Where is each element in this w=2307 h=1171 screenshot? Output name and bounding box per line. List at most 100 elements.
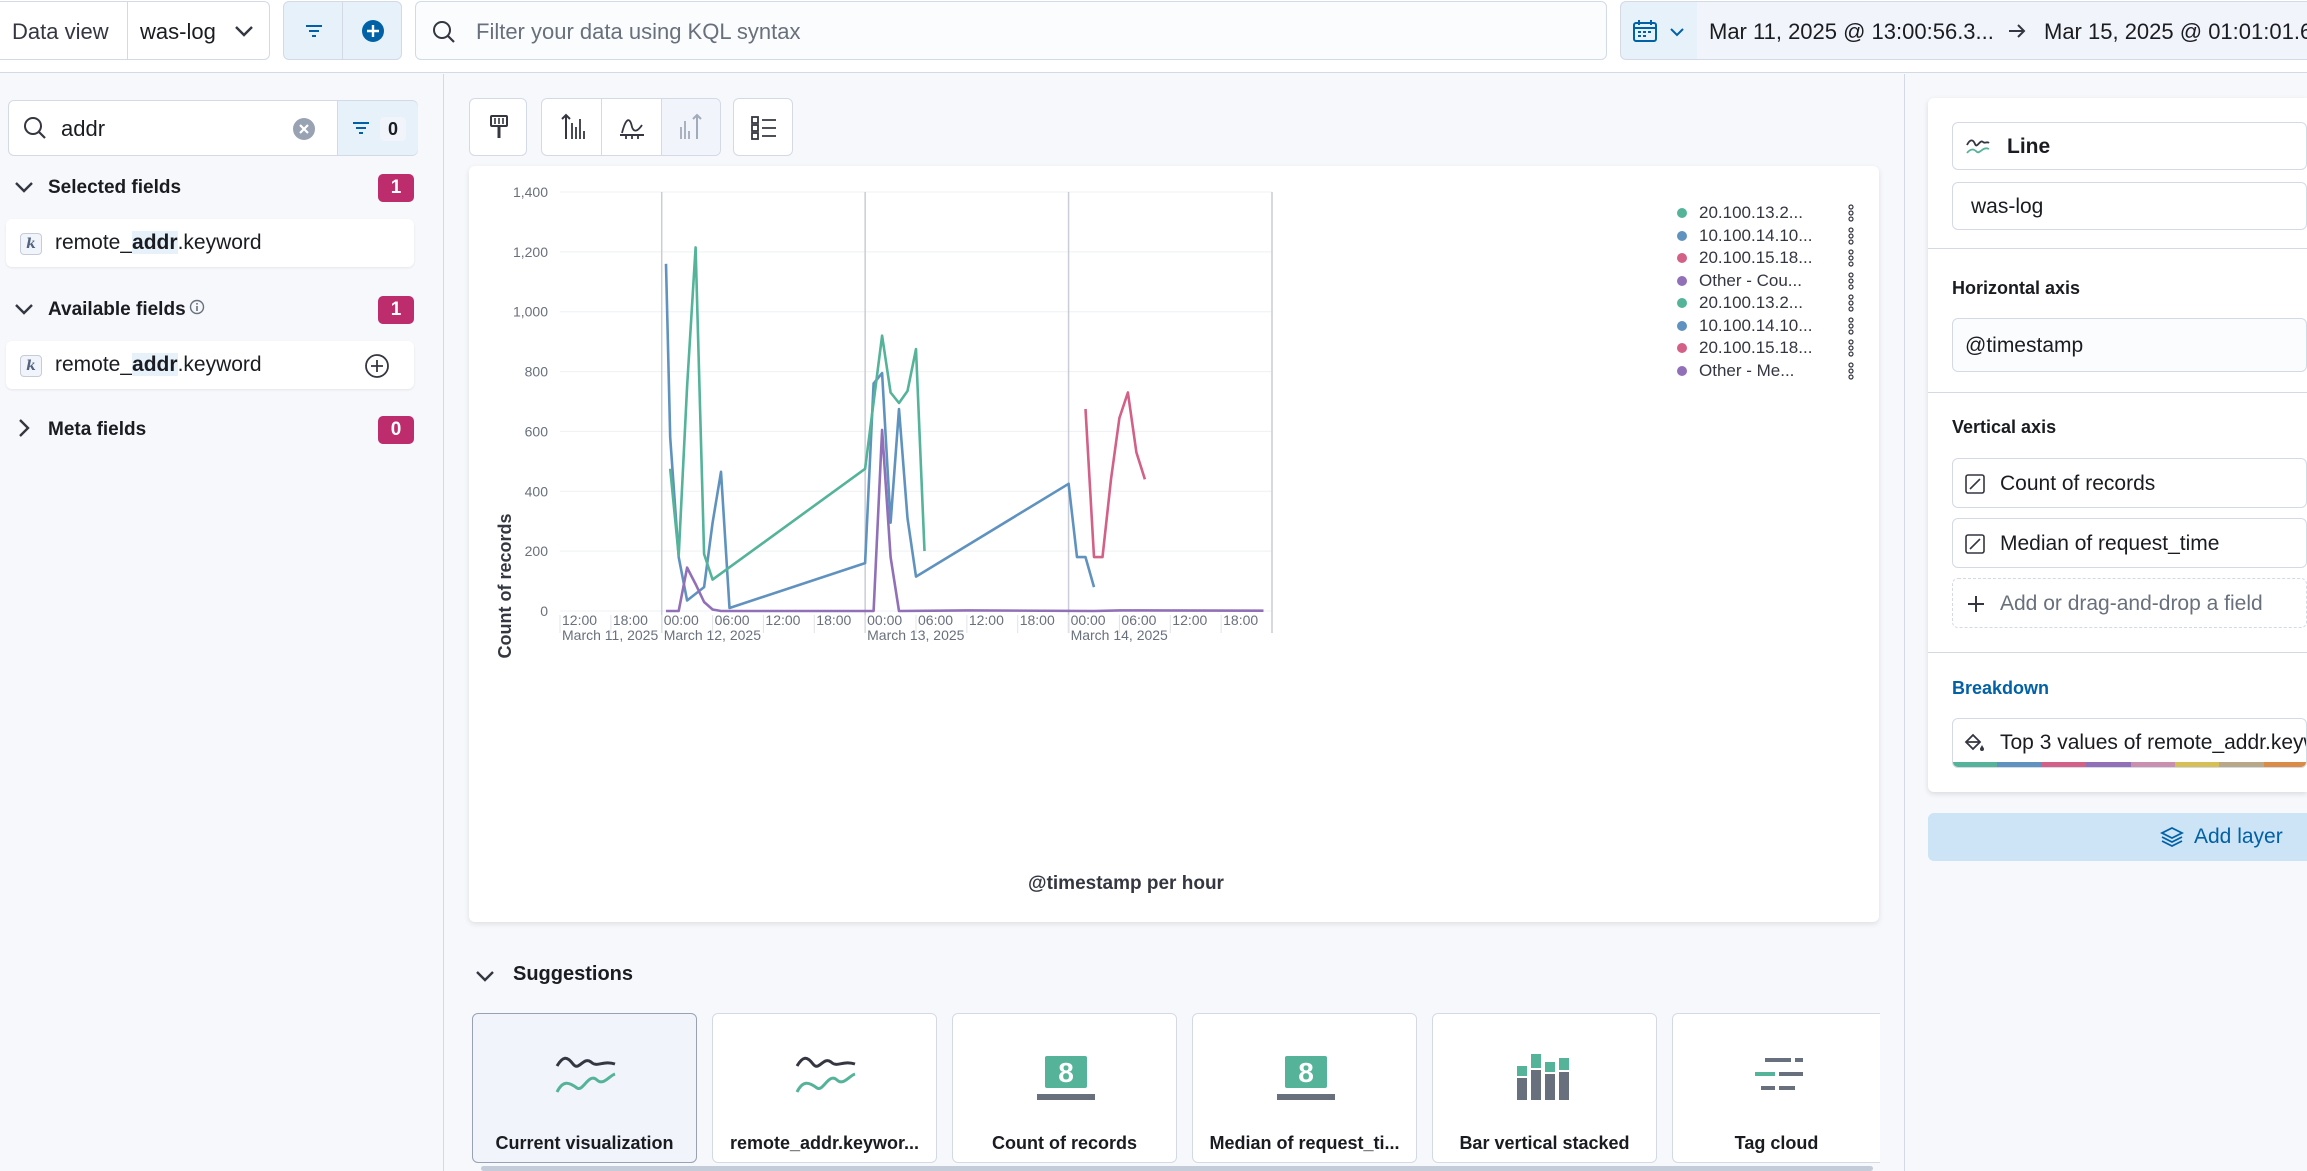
left-axis-button[interactable]	[542, 99, 602, 155]
x-tick-label: 12:00	[969, 612, 1004, 628]
chart-type-label: Line	[2007, 135, 2051, 158]
vertical-axis-dimension[interactable]: Count of records	[1952, 458, 2307, 508]
palette-swatch	[2263, 762, 2306, 767]
search-icon	[23, 116, 47, 140]
legend-item[interactable]: 20.100.13.2...	[1677, 292, 1877, 314]
dimension-handle-icon	[1965, 534, 1985, 554]
legend-actions-icon[interactable]	[1848, 226, 1854, 245]
legend-label: 10.100.14.10...	[1699, 315, 1813, 335]
config-panel: Line was-log Horizontal axis @timestamp …	[1904, 74, 2307, 1171]
clear-icon[interactable]	[292, 117, 316, 141]
layer-panel: Line was-log Horizontal axis @timestamp …	[1928, 98, 2307, 792]
selected-fields-title[interactable]: Selected fields	[48, 177, 182, 198]
add-layer-button[interactable]: Add layer	[1928, 813, 2307, 861]
legend-actions-icon[interactable]	[1848, 294, 1854, 312]
legend-label: 10.100.14.10...	[1699, 225, 1813, 245]
plus-icon	[1967, 595, 1985, 613]
filter-icon	[352, 121, 370, 135]
field-filter-button[interactable]: 0	[337, 101, 418, 155]
x-tick-label: 00:00	[664, 612, 699, 628]
available-fields-title[interactable]: Available fields	[48, 299, 186, 320]
color-palette-strip	[1953, 762, 2306, 767]
legend-item[interactable]: Other - Cou...	[1677, 270, 1877, 292]
data-view-picker[interactable]: Data view was-log	[0, 1, 270, 60]
metric-icon: 8	[1275, 1054, 1337, 1104]
legend-color-dot	[1677, 208, 1687, 218]
suggestion-card[interactable]: 8 Count of records	[952, 1013, 1177, 1163]
add-filter-button[interactable]	[342, 1, 402, 60]
bottom-axis-button[interactable]	[602, 99, 662, 155]
suggestion-card[interactable]: remote_addr.keywor...	[712, 1013, 937, 1163]
x-tick-label: 12:00	[562, 612, 597, 628]
suggestions-title[interactable]: Suggestions	[513, 963, 634, 985]
suggestion-label: remote_addr.keywor...	[729, 1133, 920, 1153]
horizontal-axis-dimension[interactable]: @timestamp	[1952, 318, 2307, 372]
date-end[interactable]: Mar 15, 2025 @ 01:01:01.69	[2044, 19, 2307, 44]
legend-item[interactable]: Other - Me...	[1677, 360, 1877, 382]
suggestion-card[interactable]: Current visualization	[472, 1013, 697, 1163]
legend-item[interactable]: 20.100.13.2...	[1677, 202, 1877, 224]
vertical-axis-dimension[interactable]: Median of request_time	[1952, 518, 2307, 568]
x-tick-date-label: March 12, 2025	[664, 627, 761, 643]
series-line-0[interactable]	[664, 263, 1096, 610]
legend-item[interactable]: 20.100.15.18...	[1677, 247, 1877, 269]
series-line-3[interactable]	[666, 428, 1264, 613]
field-item-remote-addr-keyword[interactable]: k remote_addr.keyword	[6, 341, 414, 389]
filter-button[interactable]	[283, 1, 343, 60]
legend-icon	[750, 115, 778, 141]
date-start[interactable]: Mar 11, 2025 @ 13:00:56.3...	[1709, 19, 1994, 44]
suggestions-scrollbar[interactable]	[481, 1166, 1873, 1171]
suggestion-card[interactable]: Tag cloud	[1672, 1013, 1880, 1163]
chart-day-lines	[660, 192, 1273, 633]
x-tick-label: 18:00	[1020, 612, 1055, 628]
chevron-down-icon[interactable]	[475, 969, 495, 983]
x-tick-label: 18:00	[613, 612, 648, 628]
info-icon[interactable]	[189, 299, 205, 315]
field-name-prefix: remote_	[55, 231, 133, 254]
meta-fields-title[interactable]: Meta fields	[48, 419, 147, 440]
add-field-button[interactable]: Add or drag-and-drop a field	[1952, 578, 2307, 628]
legend-actions-icon[interactable]	[1848, 271, 1854, 290]
date-quick-menu-button[interactable]	[1620, 1, 1698, 60]
dimension-handle-icon	[1965, 474, 1985, 494]
legend-actions-icon[interactable]	[1848, 361, 1854, 380]
legend-item[interactable]: 20.100.15.18...	[1677, 337, 1877, 359]
available-fields-count: 1	[378, 296, 414, 324]
calendar-icon	[1633, 20, 1657, 42]
chevron-right-icon[interactable]	[17, 418, 31, 438]
series-line-2[interactable]	[1084, 391, 1147, 559]
legend-color-dot	[1677, 365, 1687, 376]
legend-options-button[interactable]	[733, 98, 793, 156]
chart-legend: 20.100.13.2... 10.100.14.10... 20.100.15.1…	[1677, 202, 1877, 462]
legend-actions-icon[interactable]	[1848, 204, 1854, 222]
date-range: Mar 11, 2025 @ 13:00:56.3... Mar 15, 202…	[1697, 1, 2307, 60]
chevron-down-icon[interactable]	[14, 180, 34, 194]
chart-type-picker[interactable]: Line	[1952, 122, 2307, 170]
legend-item[interactable]: 10.100.14.10...	[1677, 315, 1877, 337]
legend-actions-icon[interactable]	[1848, 339, 1854, 357]
y-tick-label: 800	[525, 364, 549, 380]
legend-item[interactable]: 10.100.14.10...	[1677, 225, 1877, 247]
suggestion-card[interactable]: 8 Median of request_ti...	[1192, 1013, 1417, 1163]
legend-actions-icon[interactable]	[1848, 316, 1854, 335]
field-item-remote-addr-keyword[interactable]: k remote_addr.keyword	[6, 219, 414, 267]
chevron-down-icon[interactable]	[14, 302, 34, 316]
suggestion-card[interactable]: Bar vertical stacked	[1432, 1013, 1657, 1163]
query-input[interactable]: Filter your data using KQL syntax	[415, 1, 1607, 60]
field-name-match: addr	[132, 353, 178, 376]
field-search-input[interactable]: addr	[61, 116, 106, 141]
field-name-prefix: remote_	[55, 353, 133, 376]
data-view-value: was-log	[140, 19, 216, 44]
palette-swatch	[2041, 762, 2087, 767]
legend-actions-icon[interactable]	[1848, 249, 1854, 267]
layer-dataview-picker[interactable]: was-log	[1952, 182, 2307, 230]
breakdown-dimension[interactable]: Top 3 values of remote_addr.keyword	[1952, 718, 2307, 768]
breakdown-title: Breakdown	[1952, 678, 2050, 698]
y-axis-ticks: 0 200 400 600 800 1,000 1,200 1,400	[513, 184, 548, 619]
series-line-1[interactable]	[668, 246, 926, 581]
add-field-icon[interactable]	[364, 353, 390, 379]
visual-options-button[interactable]	[469, 98, 527, 156]
y-axis-label: Count of records	[495, 513, 515, 658]
